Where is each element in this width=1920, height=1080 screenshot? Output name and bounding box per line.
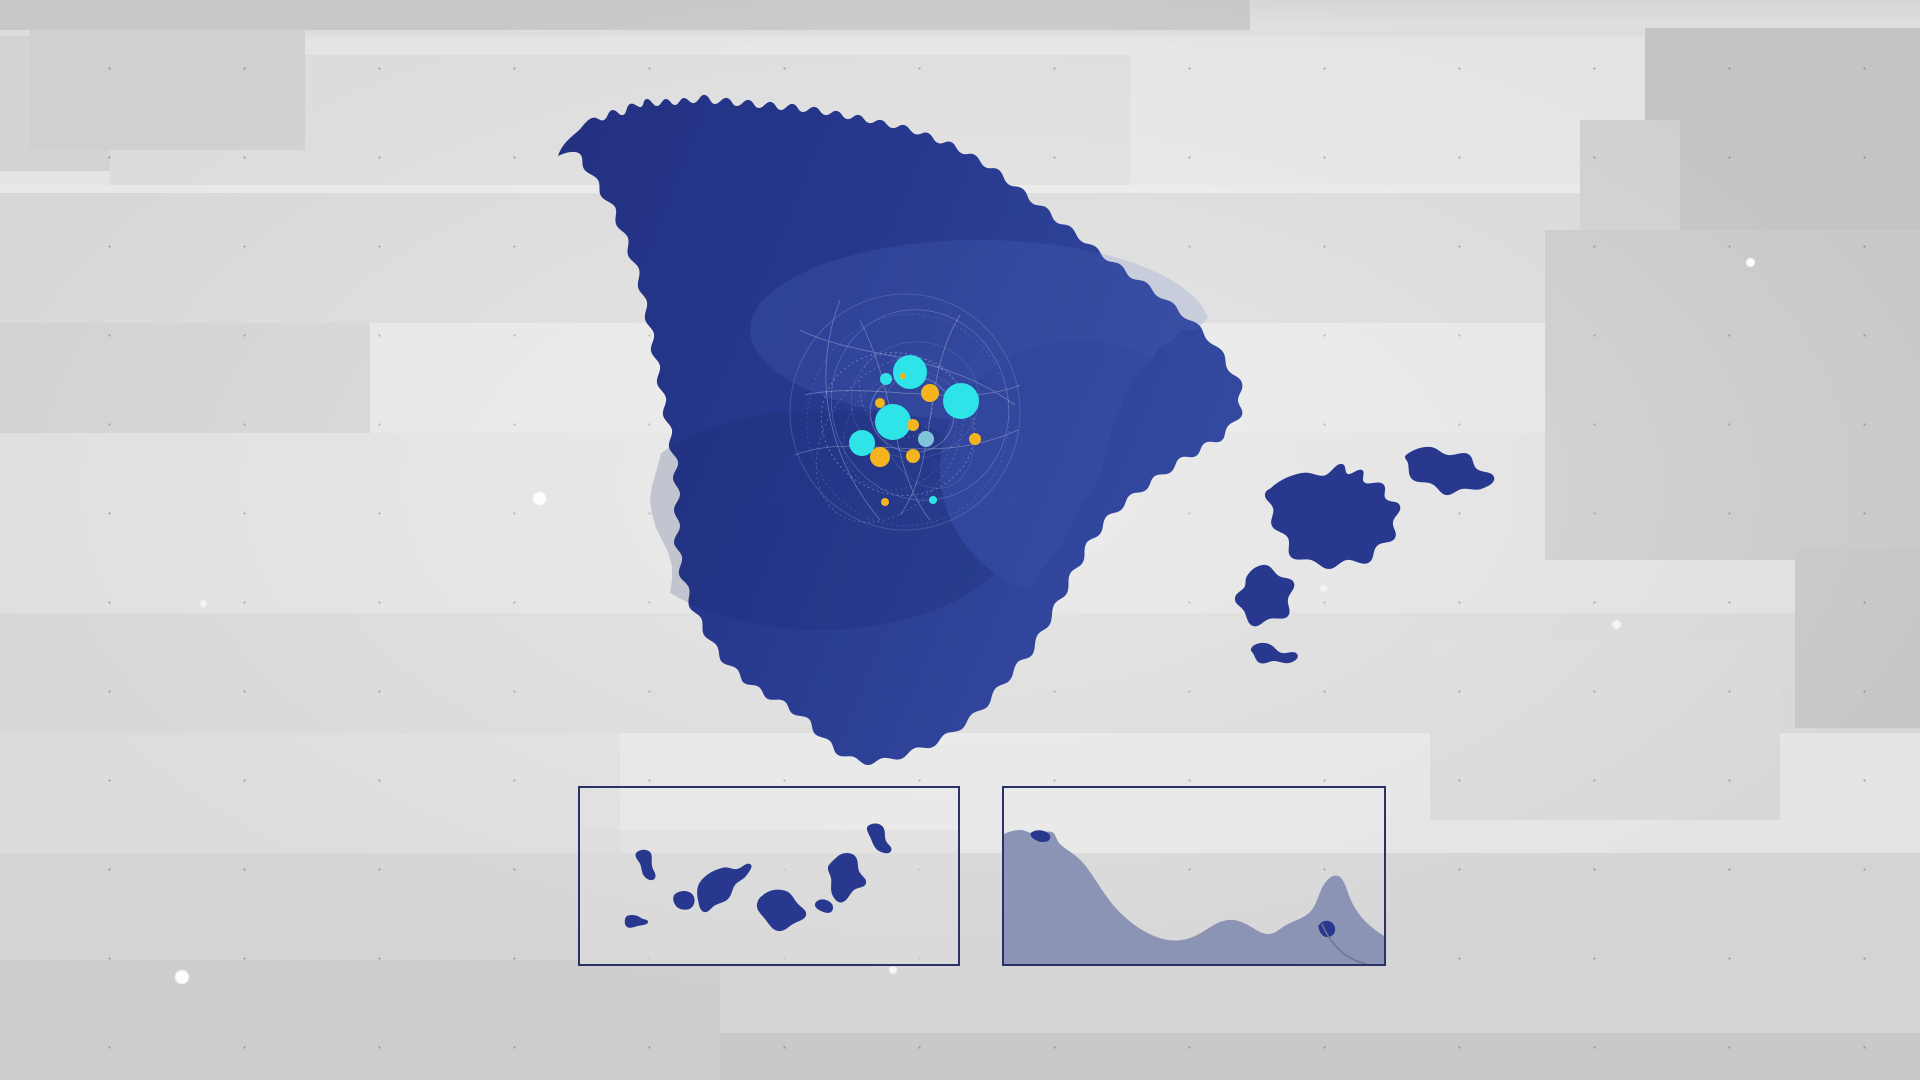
data-ring-4 bbox=[850, 341, 980, 459]
speck-4 bbox=[1612, 620, 1621, 629]
data-bubble-2 bbox=[875, 404, 911, 440]
canary-island-shapes bbox=[624, 823, 892, 932]
data-bubble-3 bbox=[849, 430, 875, 456]
data-bubble-10 bbox=[870, 447, 890, 467]
data-bubble-7 bbox=[921, 384, 939, 402]
island-la-gomera bbox=[673, 891, 695, 910]
speck-6 bbox=[1320, 585, 1327, 592]
data-bubble-0 bbox=[893, 355, 927, 389]
island-lanzarote bbox=[866, 823, 892, 854]
data-bubble-6 bbox=[929, 496, 937, 504]
data-bubbles-group bbox=[849, 355, 981, 506]
speck-1 bbox=[533, 492, 546, 505]
island-formentera bbox=[1250, 642, 1298, 664]
data-ring-3 bbox=[820, 351, 976, 497]
data-bubble-14 bbox=[900, 373, 906, 379]
data-ring-overlay bbox=[789, 293, 1021, 531]
canary-islands-svg bbox=[580, 823, 958, 964]
data-ring-5 bbox=[843, 373, 957, 491]
data-bubble-12 bbox=[969, 433, 981, 445]
island-menorca bbox=[1404, 446, 1495, 496]
data-bubble-8 bbox=[875, 398, 885, 408]
speck-2 bbox=[175, 970, 189, 984]
island-el-hierro bbox=[624, 914, 648, 928]
island-ibiza bbox=[1234, 564, 1295, 627]
north-africa-coast bbox=[1004, 830, 1384, 964]
data-ring-9 bbox=[815, 357, 965, 523]
ceuta-enclave bbox=[1030, 830, 1051, 843]
data-bubble-9 bbox=[907, 419, 919, 431]
speck-5 bbox=[200, 600, 207, 607]
speck-7 bbox=[889, 966, 897, 974]
data-bubble-13 bbox=[881, 498, 889, 506]
data-ring-2 bbox=[830, 309, 1010, 501]
island-la-palma bbox=[635, 849, 656, 881]
island-fuerteventura-south bbox=[814, 899, 834, 913]
data-bubble-11 bbox=[906, 449, 920, 463]
data-bubble-5 bbox=[918, 431, 934, 447]
island-gran-canaria bbox=[756, 889, 807, 932]
ceuta-melilla-svg bbox=[1004, 830, 1384, 964]
island-tenerife bbox=[697, 863, 752, 913]
inset-canary-islands[interactable] bbox=[578, 786, 960, 966]
melilla-border-line bbox=[1321, 923, 1367, 964]
speck-3 bbox=[1746, 258, 1755, 267]
island-fuerteventura bbox=[827, 853, 867, 903]
island-mallorca bbox=[1264, 463, 1401, 569]
data-bubble-1 bbox=[943, 383, 979, 419]
balearic-islands bbox=[1234, 446, 1495, 664]
data-ring-0 bbox=[789, 293, 1021, 531]
data-bubble-4 bbox=[880, 373, 892, 385]
inset-ceuta-melilla[interactable] bbox=[1002, 786, 1386, 966]
data-ring-1 bbox=[806, 313, 1010, 527]
